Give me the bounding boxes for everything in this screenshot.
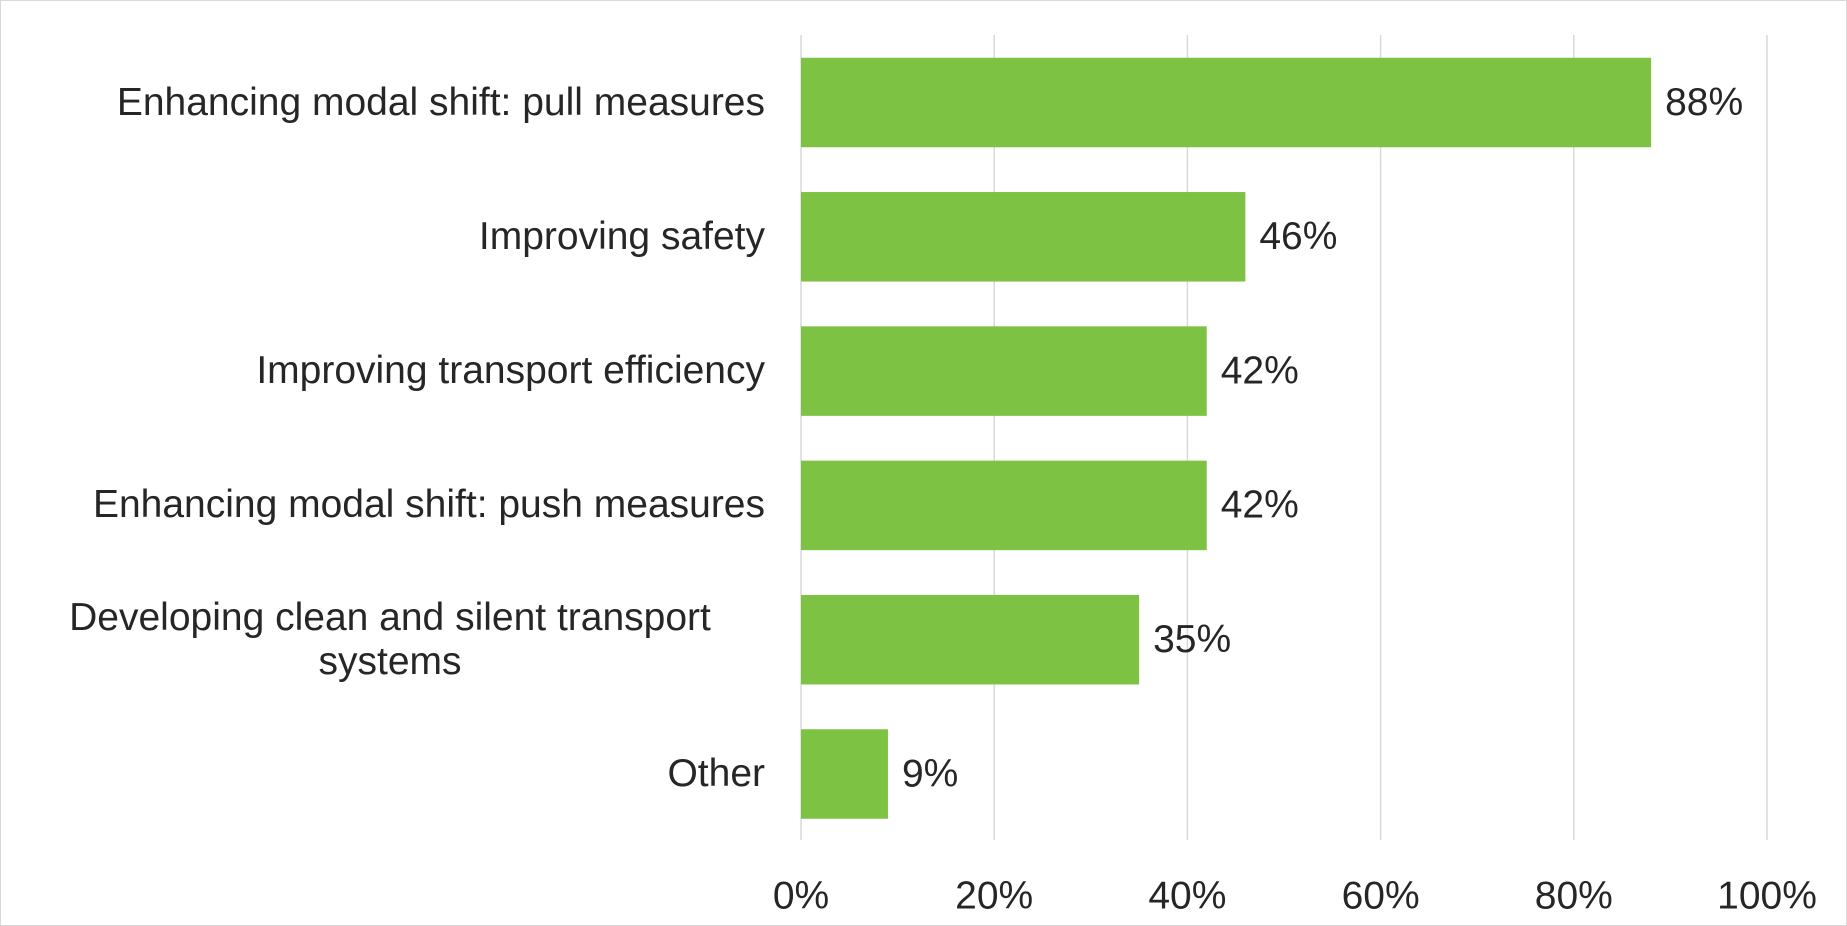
data-label: 9% [902, 752, 958, 795]
x-tick-label: 40% [1148, 874, 1226, 917]
y-tick-label: Improving transport efficiency [256, 349, 765, 393]
bar [801, 460, 1207, 551]
bar [801, 729, 888, 819]
y-tick-label: Enhancing modal shift: push measures [92, 483, 765, 527]
x-tick-label: 20% [955, 874, 1033, 917]
x-tick-label: 100% [1717, 874, 1817, 917]
bar [801, 326, 1207, 416]
y-tick-label: Enhancing modal shift: pull measures [116, 80, 765, 124]
x-tick-label: 0% [773, 874, 829, 917]
x-tick-label: 80% [1535, 874, 1613, 917]
data-label: 35% [1153, 618, 1231, 661]
bar [801, 192, 1246, 282]
x-tick-label: 60% [1342, 874, 1420, 917]
y-tick-label: Improving safety [478, 214, 765, 258]
y-tick-label: Developing clean and silent transport sy… [69, 595, 711, 683]
data-label: 88% [1665, 81, 1743, 124]
bar [801, 594, 1140, 685]
y-tick-label: Other [667, 752, 765, 795]
data-label: 42% [1221, 484, 1299, 527]
data-label: 46% [1259, 215, 1337, 258]
data-label: 42% [1221, 349, 1299, 392]
bar [801, 57, 1652, 148]
